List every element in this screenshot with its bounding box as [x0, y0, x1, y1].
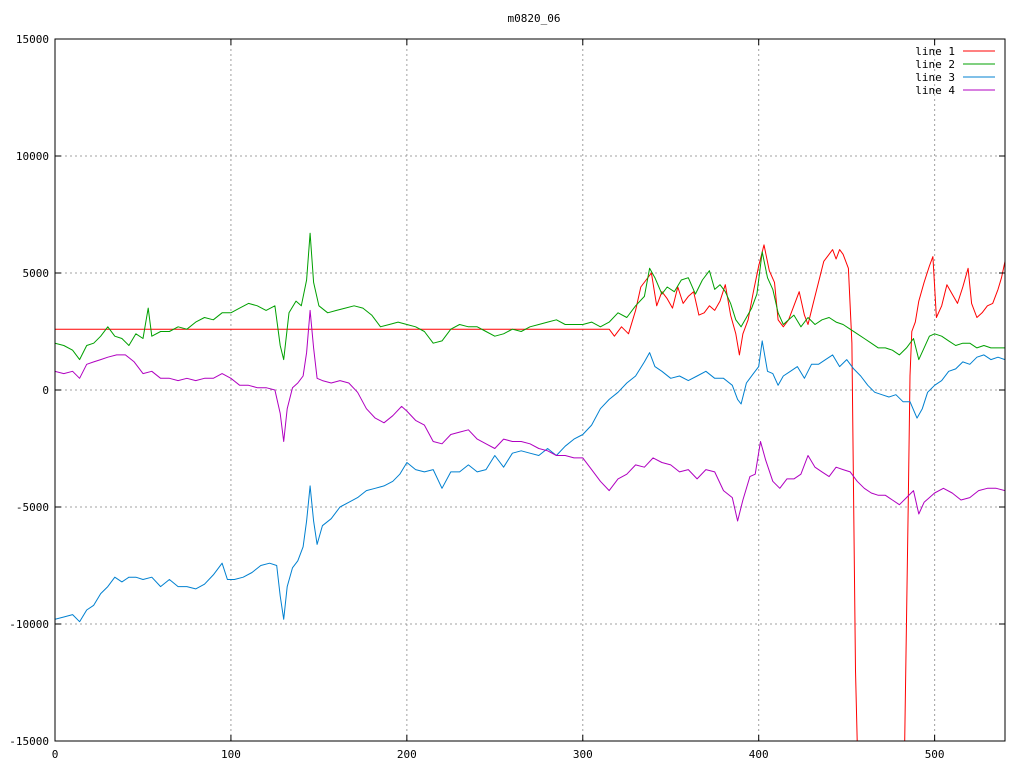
legend-label: line 2	[915, 58, 955, 71]
series-line-4	[55, 309, 1005, 522]
x-tick-label: 300	[573, 748, 593, 761]
axes: 0 100 200 300 400 500 -15000 -10000 -5000 0 5000 10…	[9, 33, 1005, 761]
series-group	[55, 232, 1005, 741]
y-tick-label: 0	[42, 384, 49, 397]
legend-label: line 1	[915, 45, 955, 58]
y-tick-label: -10000	[9, 618, 49, 631]
y-tick-label: 15000	[16, 33, 49, 46]
series-line-3	[55, 340, 1005, 623]
y-tick-label: -5000	[16, 501, 49, 514]
x-tick-label: 400	[749, 748, 769, 761]
x-tick-label: 100	[221, 748, 241, 761]
x-tick-label: 200	[397, 748, 417, 761]
x-tick-label: 500	[925, 748, 945, 761]
y-tick-label: 5000	[23, 267, 50, 280]
series-line-1	[55, 244, 1005, 741]
legend-label: line 3	[915, 71, 955, 84]
series-line-2	[55, 232, 1005, 361]
chart-title: m0820_06	[508, 12, 561, 25]
grid	[55, 39, 1005, 741]
y-tick-label: -15000	[9, 735, 49, 748]
y-tick-label: 10000	[16, 150, 49, 163]
legend-label: line 4	[915, 84, 955, 97]
x-tick-label: 0	[52, 748, 59, 761]
